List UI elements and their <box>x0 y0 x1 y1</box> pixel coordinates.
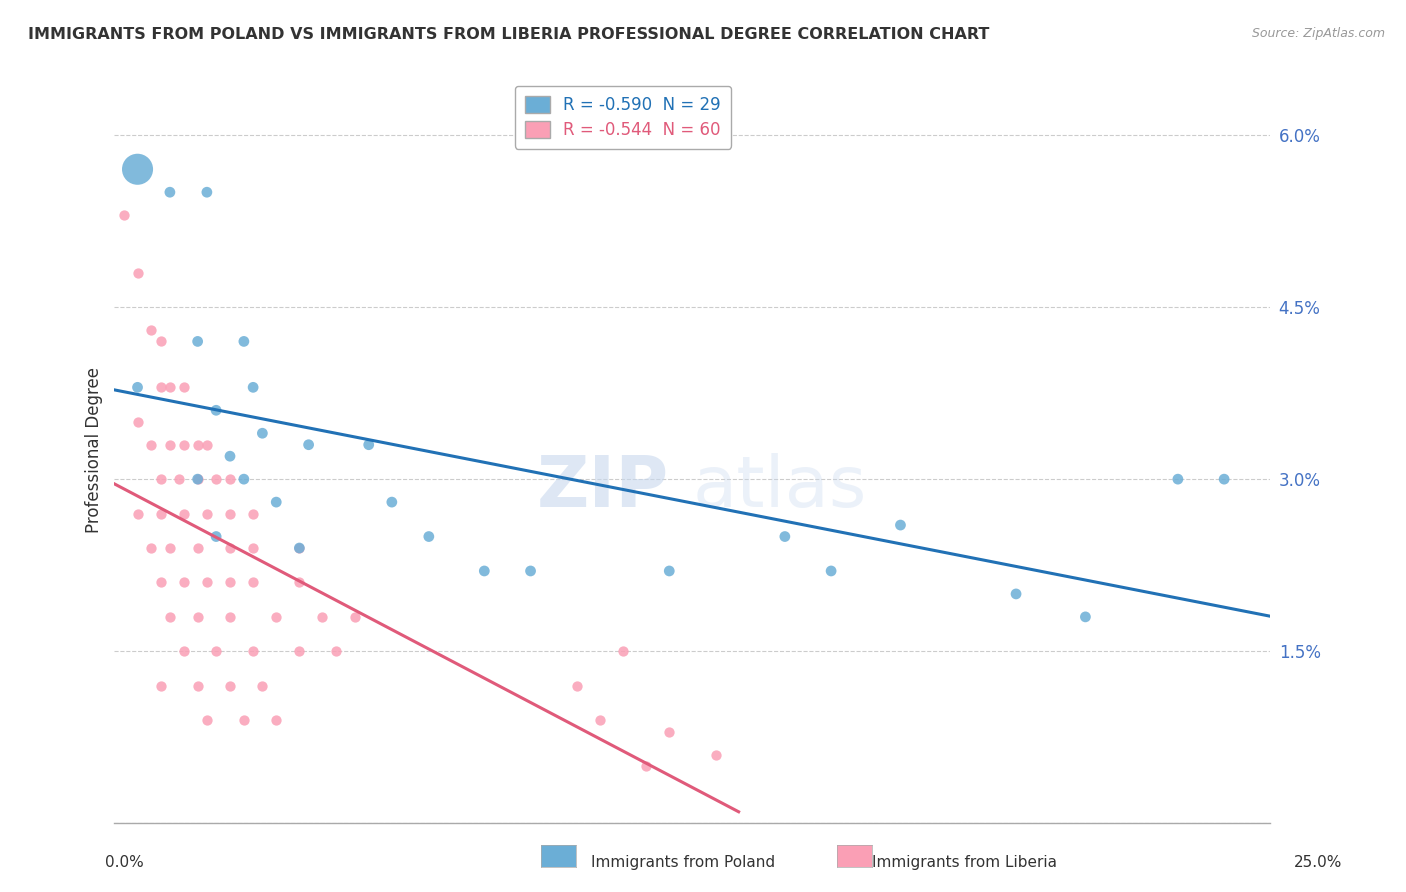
Point <box>149 380 172 394</box>
Point <box>127 415 149 429</box>
Point <box>219 449 242 463</box>
Point <box>242 380 264 394</box>
Point <box>173 644 195 658</box>
Point <box>173 438 195 452</box>
Point <box>219 472 242 486</box>
Point <box>264 610 287 624</box>
Text: IMMIGRANTS FROM POLAND VS IMMIGRANTS FROM LIBERIA PROFESSIONAL DEGREE CORRELATIO: IMMIGRANTS FROM POLAND VS IMMIGRANTS FRO… <box>28 27 990 42</box>
Point <box>219 507 242 521</box>
Point <box>325 644 347 658</box>
Point <box>704 747 727 762</box>
Point <box>264 713 287 727</box>
Point <box>159 185 181 199</box>
Point <box>565 679 588 693</box>
Point <box>112 208 135 222</box>
Point <box>127 266 149 280</box>
Point <box>357 438 380 452</box>
Point <box>195 185 218 199</box>
Point <box>159 610 181 624</box>
Point <box>381 495 404 509</box>
Point <box>297 438 319 452</box>
Point <box>232 713 254 727</box>
Point <box>252 426 274 441</box>
Point <box>219 679 242 693</box>
Point <box>159 380 181 394</box>
Text: 25.0%: 25.0% <box>1295 855 1343 870</box>
Point <box>219 610 242 624</box>
Point <box>173 575 195 590</box>
Point <box>173 380 195 394</box>
Y-axis label: Professional Degree: Professional Degree <box>86 368 103 533</box>
Point <box>159 438 181 452</box>
Point <box>264 495 287 509</box>
Point <box>205 403 228 417</box>
Point <box>187 334 209 349</box>
Point <box>418 530 440 544</box>
Point <box>219 541 242 555</box>
Point <box>658 564 681 578</box>
Point <box>205 644 228 658</box>
Point <box>242 507 264 521</box>
Point <box>141 323 163 337</box>
Point <box>1167 472 1189 486</box>
Point <box>173 507 195 521</box>
Point <box>195 713 218 727</box>
Text: Immigrants from Liberia: Immigrants from Liberia <box>872 855 1057 870</box>
Point <box>141 541 163 555</box>
Point <box>242 541 264 555</box>
Point <box>149 679 172 693</box>
Point <box>288 575 311 590</box>
Text: atlas: atlas <box>692 453 866 522</box>
Point <box>612 644 634 658</box>
Legend: R = -0.590  N = 29, R = -0.544  N = 60: R = -0.590 N = 29, R = -0.544 N = 60 <box>515 86 731 149</box>
Point <box>1213 472 1236 486</box>
Point <box>232 472 254 486</box>
Point <box>252 679 274 693</box>
Point <box>288 541 311 555</box>
Point <box>288 644 311 658</box>
Point <box>820 564 842 578</box>
Point <box>589 713 612 727</box>
Point <box>187 679 209 693</box>
Point <box>187 472 209 486</box>
Point <box>205 530 228 544</box>
Point <box>187 438 209 452</box>
Point <box>242 644 264 658</box>
Point <box>149 472 172 486</box>
Point <box>636 759 658 773</box>
Point <box>149 507 172 521</box>
Point <box>232 334 254 349</box>
Point <box>288 541 311 555</box>
Point <box>187 541 209 555</box>
Point <box>167 472 190 486</box>
Text: 0.0%: 0.0% <box>105 855 145 870</box>
Point <box>658 724 681 739</box>
Point <box>159 541 181 555</box>
Point <box>242 575 264 590</box>
Point <box>472 564 495 578</box>
Point <box>205 472 228 486</box>
Point <box>127 380 149 394</box>
Point <box>773 530 796 544</box>
Point <box>519 564 541 578</box>
Text: Immigrants from Poland: Immigrants from Poland <box>591 855 775 870</box>
Point <box>311 610 333 624</box>
Text: ZIP: ZIP <box>537 453 669 522</box>
Point <box>889 518 911 533</box>
Point <box>127 507 149 521</box>
Point <box>149 575 172 590</box>
Point <box>149 334 172 349</box>
Point <box>343 610 366 624</box>
Point <box>141 438 163 452</box>
Point <box>195 575 218 590</box>
Point <box>187 610 209 624</box>
Text: Source: ZipAtlas.com: Source: ZipAtlas.com <box>1251 27 1385 40</box>
Point <box>1005 587 1028 601</box>
Point <box>187 472 209 486</box>
Point <box>219 575 242 590</box>
Point <box>195 507 218 521</box>
Point <box>1074 610 1097 624</box>
Point <box>195 438 218 452</box>
Point <box>127 162 149 177</box>
